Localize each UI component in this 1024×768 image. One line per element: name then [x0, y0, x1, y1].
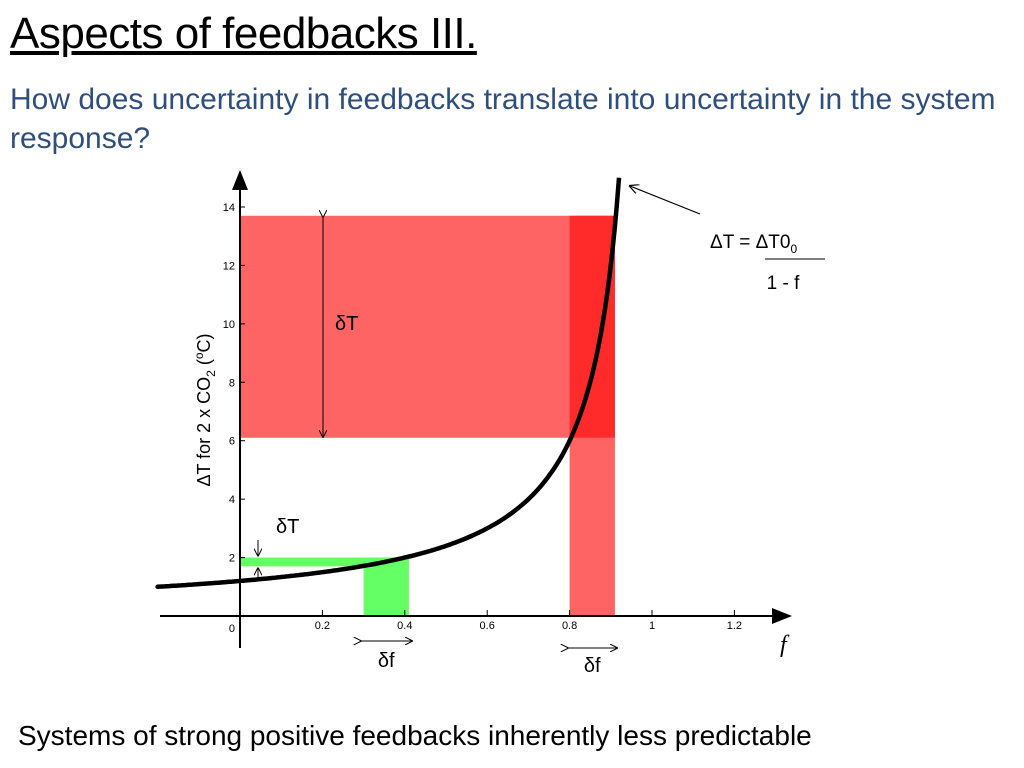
y-tick-label: 14	[223, 202, 235, 214]
y-tick-label: 12	[223, 260, 235, 272]
x-tick-label: 0.8	[562, 620, 577, 632]
y-tick-label: 10	[223, 319, 235, 331]
y-tick-label: 6	[229, 436, 235, 448]
slide-subtitle: How does uncertainty in feedbacks transl…	[10, 83, 996, 155]
x-tick-label: 0.2	[315, 620, 330, 632]
x-tick-label: 0.6	[480, 620, 495, 632]
formula-pointer-arrow	[630, 186, 701, 215]
x-tick-label: 1.2	[727, 620, 742, 632]
band-overlap-strong	[569, 215, 615, 438]
delta-t-label-weak: δT	[276, 516, 299, 538]
delta-f-band-weak	[363, 557, 409, 616]
y-tick-label: 4	[229, 494, 235, 506]
y-axis-label: ΔT for 2 x CO2 (oC)	[192, 333, 218, 486]
x-tick-label: 0.4	[397, 620, 412, 632]
delta-f-band-strong	[569, 437, 615, 616]
y-tick-label: 8	[229, 377, 235, 389]
delta-f-label-strong: δf	[584, 655, 601, 677]
formula-denominator: 1 - f	[767, 273, 800, 294]
delta-t-band-strong	[240, 215, 615, 438]
slide-footer: Systems of strong positive feedbacks inh…	[18, 720, 812, 751]
slide-title: Aspects of feedbacks III.	[10, 9, 477, 58]
delta-t-band-weak	[240, 557, 409, 567]
x-tick-label: 1	[649, 620, 655, 632]
delta-f-label-weak: δf	[378, 650, 395, 672]
delta-t-label-strong: δT	[335, 313, 358, 335]
y-tick-label: 2	[229, 553, 235, 565]
x-axis-label: f	[780, 632, 790, 658]
formula-numerator: ΔT = ΔT00	[710, 232, 797, 256]
y-tick-label: 0	[229, 623, 235, 635]
delta-t-curve	[155, 177, 622, 590]
